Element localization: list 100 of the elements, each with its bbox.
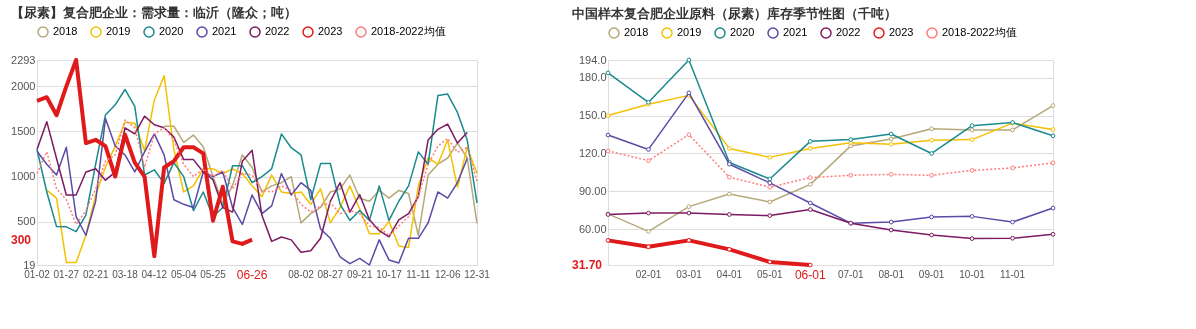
- y-tick-label: 19: [23, 258, 36, 271]
- point: [767, 199, 773, 205]
- legend-label: 2023: [889, 26, 914, 38]
- point: [646, 229, 651, 234]
- line-series: [35, 58, 255, 259]
- point: [888, 227, 894, 233]
- point: [1010, 219, 1015, 225]
- y-tick-label: 90.00: [578, 184, 607, 197]
- point: [807, 182, 813, 187]
- point: [1050, 103, 1056, 108]
- point: [767, 155, 773, 160]
- legend-label: 2021: [212, 25, 237, 37]
- point: [767, 213, 773, 218]
- x-tick-label: 09-21: [346, 269, 373, 280]
- point: [807, 138, 813, 144]
- x-tick-label: 12-06: [434, 269, 461, 280]
- point: [726, 174, 732, 180]
- point: [969, 137, 975, 142]
- x-tick-label: 04-01: [716, 269, 743, 280]
- point: [969, 123, 975, 129]
- y-tick-label: 500: [17, 215, 36, 228]
- point: [929, 126, 935, 132]
- y-tick-label: 180.0: [578, 71, 607, 84]
- point: [605, 132, 611, 138]
- point: [605, 70, 611, 76]
- point: [605, 238, 611, 243]
- x-tick-label: 09-01: [918, 269, 945, 280]
- point: [767, 180, 773, 186]
- x-tick-label: 08-02: [288, 269, 315, 280]
- legend-label: 2018-2022均值: [942, 26, 1017, 38]
- y-tick-label: 1000: [11, 170, 36, 183]
- x-tick-label: 07-01: [837, 269, 864, 280]
- x-tick-label: 06-26: [236, 268, 268, 282]
- point: [929, 232, 935, 238]
- point: [1050, 127, 1056, 132]
- point: [1050, 133, 1056, 139]
- text: 31.70: [571, 258, 603, 272]
- point: [888, 171, 894, 177]
- point: [1010, 127, 1015, 133]
- x-tick-label: 06-01: [794, 268, 826, 282]
- point: [1050, 205, 1056, 211]
- y-tick-label: 150.0: [578, 109, 607, 122]
- legend-label: 2021: [783, 26, 808, 38]
- x-tick-label: 08-27: [317, 269, 344, 280]
- point: [929, 151, 935, 156]
- point: [686, 204, 692, 210]
- x-tick-label: 01-27: [53, 269, 80, 280]
- legend-label: 2022: [265, 25, 290, 37]
- point: [686, 210, 692, 216]
- point: [686, 132, 692, 138]
- legend-label: 2019: [677, 26, 702, 38]
- point: [929, 172, 935, 178]
- x-tick-label: 01-02: [24, 269, 51, 280]
- x-tick-label: 11-11: [406, 269, 431, 280]
- chart-title: 中国样本复合肥企业原料（尿素）库存季节性图（千吨）: [571, 6, 897, 21]
- x-tick-label: 04-12: [141, 269, 168, 280]
- legend-label: 2018: [624, 26, 649, 38]
- y-tick-label: 1500: [11, 124, 36, 137]
- y-tick-label: 2293: [11, 53, 36, 66]
- point: [848, 137, 854, 142]
- point: [726, 212, 732, 217]
- legend-label: 2020: [159, 25, 184, 37]
- x-tick-label: 10-01: [959, 269, 986, 280]
- point: [969, 168, 975, 173]
- point: [767, 184, 773, 190]
- point: [686, 238, 692, 243]
- point: [807, 175, 813, 180]
- legend-label: 2020: [730, 26, 755, 38]
- x-tick-label: 02-21: [82, 269, 109, 280]
- point: [888, 131, 894, 137]
- point: [1050, 231, 1056, 237]
- y-tick-label: 120.0: [578, 146, 607, 159]
- point: [646, 158, 651, 164]
- line-series: [163, 125, 478, 236]
- point: [646, 244, 651, 250]
- point: [807, 200, 813, 206]
- legend-label: 2023: [318, 25, 343, 37]
- point: [969, 214, 975, 219]
- point: [1050, 160, 1056, 166]
- point: [646, 210, 651, 216]
- point: [807, 262, 813, 268]
- point: [888, 141, 894, 147]
- point: [1010, 235, 1015, 241]
- x-tick-label: 03-01: [676, 269, 703, 280]
- line-series: [46, 74, 478, 264]
- y-tick-label: 194.0: [578, 53, 607, 66]
- point: [686, 57, 692, 63]
- chart-title: 【尿素】复合肥企业：需求量：临沂（隆众；吨）: [10, 5, 297, 20]
- text: 300: [10, 232, 32, 247]
- point: [767, 259, 773, 265]
- legend-label: 2018: [53, 25, 78, 37]
- point: [807, 146, 813, 151]
- point: [807, 207, 813, 212]
- point: [726, 246, 732, 252]
- point: [1010, 165, 1015, 171]
- point: [929, 214, 935, 220]
- point: [969, 236, 975, 241]
- y-tick-label: 2000: [11, 79, 36, 92]
- point: [726, 146, 732, 151]
- x-tick-label: 10-17: [376, 269, 403, 280]
